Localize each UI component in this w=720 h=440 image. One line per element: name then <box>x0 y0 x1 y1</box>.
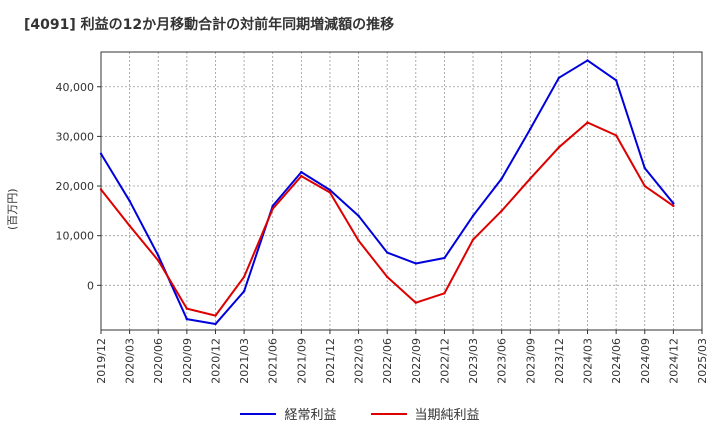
data-point-series-1 <box>643 184 646 188</box>
data-point-series-1 <box>471 238 475 241</box>
data-point-series-1 <box>529 177 532 180</box>
legend: 経常利益 当期純利益 <box>0 404 720 423</box>
x-tick-label: 2024/06 <box>610 338 623 384</box>
data-point-series-0 <box>300 170 303 174</box>
x-tick-label: 2019/12 <box>95 338 108 384</box>
x-tick-label: 2022/12 <box>438 338 451 384</box>
chart-title: [4091] 利益の12か月移動合計の対前年同期増減額の推移 <box>24 17 395 33</box>
x-tick-label: 2022/06 <box>381 338 394 384</box>
data-point-series-0 <box>672 202 675 205</box>
x-tick-label: 2023/03 <box>467 338 480 384</box>
y-tick-label: 10,000 <box>56 230 95 243</box>
legend-label-series-0: 経常利益 <box>284 408 337 423</box>
x-tick-label: 2025/03 <box>696 338 709 384</box>
data-point-series-0 <box>586 59 589 62</box>
line-chart: 0 10,000 20,000 30,000 40,000 2019/12 2020/03 2… <box>56 51 709 384</box>
data-point-series-0 <box>328 188 332 192</box>
x-tick-label: 2021/06 <box>267 338 280 384</box>
data-point-series-1 <box>443 292 446 295</box>
data-point-series-0 <box>157 254 160 257</box>
legend-item-series-1: 当期純利益 <box>370 404 480 423</box>
x-tick-label: 2020/09 <box>181 338 194 384</box>
y-tick-label: 0 <box>87 279 94 292</box>
x-tick-label: 2020/06 <box>152 338 165 384</box>
data-point-series-0 <box>185 317 189 321</box>
data-point-series-0 <box>357 214 360 218</box>
legend-swatch-series-1 <box>370 412 407 415</box>
x-tick-label: 2023/06 <box>496 338 509 384</box>
x-tick-label: 2023/09 <box>524 338 537 384</box>
data-point-series-1 <box>328 191 332 194</box>
data-point-series-0 <box>557 76 561 80</box>
data-point-series-1 <box>99 188 103 191</box>
data-point-series-0 <box>414 262 418 265</box>
legend-label-series-1: 当期純利益 <box>414 408 480 423</box>
data-point-series-1 <box>242 275 246 279</box>
x-tick-label: 2020/12 <box>209 338 222 384</box>
series-line-1 <box>100 121 674 317</box>
data-point-series-1 <box>271 207 274 211</box>
x-tick-label: 2024/12 <box>667 338 680 384</box>
data-point-series-0 <box>242 290 246 293</box>
plot-frame <box>100 51 703 331</box>
x-tick-label: 2023/12 <box>553 338 566 384</box>
data-point-series-1 <box>214 314 217 317</box>
data-point-series-1 <box>672 204 675 208</box>
data-point-series-0 <box>500 177 503 180</box>
data-point-series-0 <box>643 166 646 170</box>
y-tick-label: 30,000 <box>56 130 95 143</box>
data-point-series-1 <box>614 134 618 137</box>
legend-swatch-series-0 <box>240 412 277 415</box>
x-tick-label: 2022/09 <box>410 338 423 384</box>
data-point-series-1 <box>414 301 418 304</box>
data-point-series-1 <box>128 224 131 227</box>
data-point-series-0 <box>271 204 274 208</box>
data-point-series-0 <box>614 79 618 82</box>
x-tick-label: 2021/09 <box>295 338 308 384</box>
data-point-series-1 <box>385 275 389 279</box>
x-tick-label: 2020/03 <box>124 338 137 384</box>
data-point-series-1 <box>500 209 503 213</box>
data-point-series-0 <box>385 251 389 254</box>
data-point-series-0 <box>443 256 446 260</box>
data-point-series-0 <box>214 322 217 326</box>
data-point-series-1 <box>586 121 589 124</box>
data-point-series-0 <box>471 214 475 218</box>
data-point-series-1 <box>357 239 360 242</box>
y-tick-label: 20,000 <box>56 180 95 193</box>
data-point-series-1 <box>300 174 303 178</box>
data-point-series-0 <box>128 199 131 203</box>
legend-item-series-0: 経常利益 <box>240 404 337 423</box>
data-point-series-0 <box>529 127 532 131</box>
data-point-series-1 <box>185 307 189 310</box>
data-point-series-1 <box>157 259 160 262</box>
x-tick-label: 2024/03 <box>582 338 595 384</box>
y-tick-label: 40,000 <box>56 81 95 94</box>
data-point-series-0 <box>99 152 103 155</box>
x-tick-label: 2021/03 <box>238 338 251 384</box>
data-point-series-1 <box>557 146 561 149</box>
x-tick-label: 2022/03 <box>353 338 366 384</box>
x-tick-label: 2021/12 <box>324 338 337 384</box>
x-tick-label: 2024/09 <box>639 338 652 384</box>
